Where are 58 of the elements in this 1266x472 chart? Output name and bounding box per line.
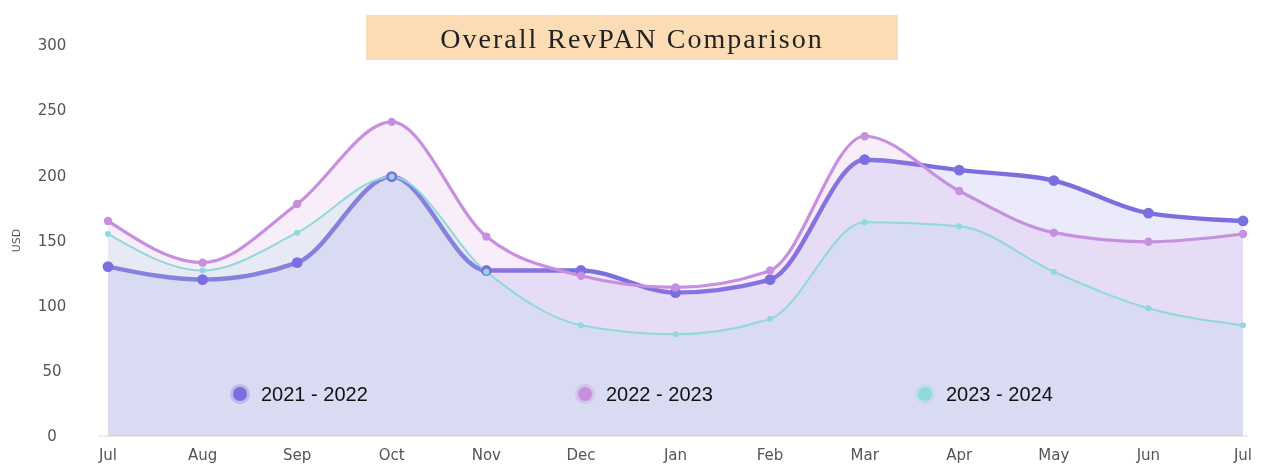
point <box>861 219 868 226</box>
point <box>956 223 963 230</box>
chart-title: Overall RevPAN Comparison <box>440 22 824 54</box>
point <box>103 216 113 226</box>
point <box>672 331 679 338</box>
point <box>102 261 114 272</box>
point <box>1048 175 1060 186</box>
y-tick-label: 150 <box>37 231 67 250</box>
point <box>860 132 869 141</box>
x-tick-label: Jun <box>1135 446 1161 464</box>
point <box>294 229 301 236</box>
y-tick-label: 100 <box>37 296 67 315</box>
point <box>1238 229 1248 239</box>
x-tick-label: Sep <box>283 446 312 464</box>
x-tick-label: Dec <box>566 446 596 464</box>
point <box>1143 207 1154 219</box>
y-tick-label: 250 <box>37 101 67 120</box>
legend-label: 2021 - 2022 <box>261 383 368 405</box>
point <box>387 117 396 127</box>
y-tick-label: 300 <box>37 36 67 55</box>
point <box>671 283 680 292</box>
point <box>1240 322 1246 329</box>
point <box>577 322 584 329</box>
legend-label: 2022 - 2023 <box>606 383 713 405</box>
x-tick-label: Oct <box>378 446 405 464</box>
x-tick-label: May <box>1038 446 1070 464</box>
legend-label: 2023 - 2024 <box>946 383 1053 405</box>
x-tick-label: Mar <box>850 446 880 464</box>
point <box>1237 215 1249 227</box>
point <box>292 199 302 209</box>
y-tick-label: 50 <box>42 362 62 381</box>
y-tick-label: 0 <box>47 427 57 446</box>
point <box>859 154 871 166</box>
point <box>764 274 776 285</box>
point <box>1050 268 1057 275</box>
y-tick-label: 200 <box>37 166 67 185</box>
x-tick-label: Aug <box>187 446 218 464</box>
point <box>482 232 491 241</box>
point <box>953 164 965 176</box>
point <box>765 266 775 275</box>
point <box>105 230 111 237</box>
y-axis-title: USD <box>10 228 23 253</box>
point <box>576 271 586 280</box>
point <box>198 258 207 267</box>
x-tick-label: Apr <box>946 446 974 464</box>
x-tick-label: Feb <box>756 446 784 464</box>
point <box>199 267 206 274</box>
x-tick-label: Jan <box>662 446 688 464</box>
x-tick-label: Nov <box>471 446 502 464</box>
point <box>197 274 208 285</box>
point <box>1144 237 1153 246</box>
point <box>1145 305 1152 312</box>
point <box>767 315 774 322</box>
x-tick-label: Jul <box>97 446 118 464</box>
point <box>955 186 964 196</box>
point <box>291 257 303 269</box>
x-tick-label: Jul <box>1232 446 1253 464</box>
point <box>1049 228 1059 237</box>
